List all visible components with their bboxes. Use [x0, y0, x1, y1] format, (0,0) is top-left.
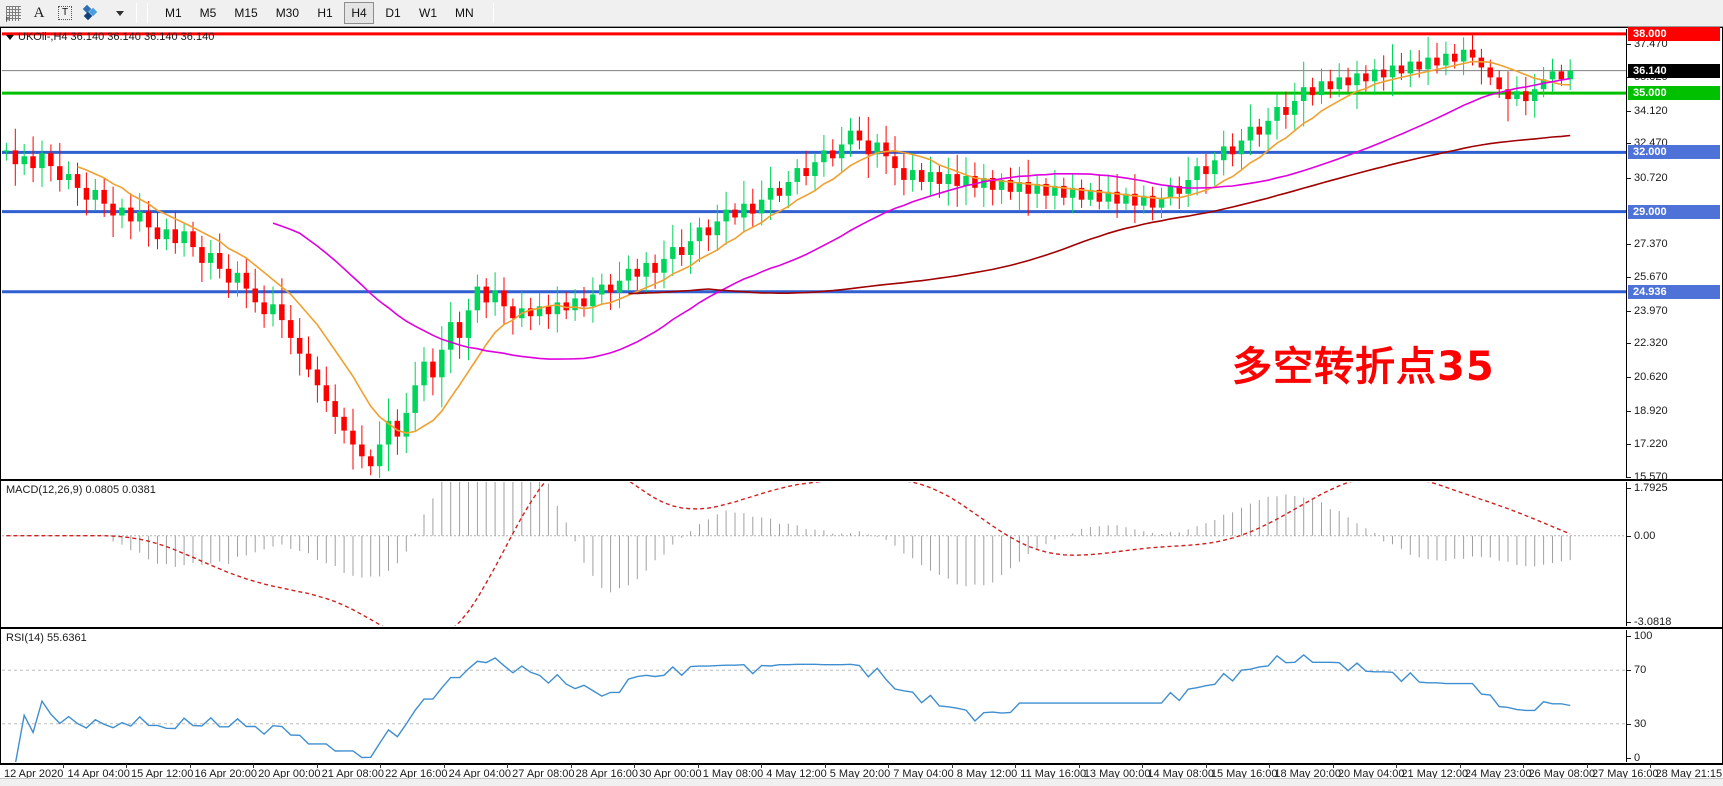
price-tick: 18.920	[1627, 405, 1668, 417]
rsi-tick: 30	[1627, 718, 1646, 730]
time-tick: 20 May 04:00	[1332, 764, 1405, 780]
price-tick: 20.620	[1627, 371, 1668, 383]
toolbar-separator-2	[492, 3, 494, 23]
time-tick: 24 May 23:00	[1459, 764, 1532, 780]
price-tick: 22.320	[1627, 337, 1668, 349]
price-badge-32-000[interactable]: 32.000	[1628, 145, 1720, 160]
price-tick: 23.970	[1627, 305, 1668, 317]
timeframe-button-m15[interactable]: M15	[234, 6, 258, 20]
time-tick: 11 May 16:00	[1015, 764, 1087, 780]
time-tick: 14 Apr 04:00	[62, 764, 130, 780]
price-tick: 30.720	[1627, 172, 1668, 184]
time-tick: 16 Apr 20:00	[189, 764, 257, 780]
time-tick: 27 Apr 08:00	[507, 764, 575, 780]
timeframe-button-mn[interactable]: MN	[455, 6, 474, 20]
chart-dropdown-caret-icon[interactable]	[6, 34, 14, 40]
timeframe-group: M1 M5 M15 M30 H1 H4 D1 W1 MN	[156, 2, 483, 24]
price-badge-36-140[interactable]: 36.140	[1628, 63, 1720, 78]
macd-tick: 0.00	[1627, 530, 1655, 542]
time-tick: 26 May 08:00	[1523, 764, 1596, 780]
chart-annotation-text: 多空转折点35	[1232, 344, 1495, 390]
price-badge-24-936[interactable]: 24.936	[1628, 284, 1720, 299]
price-tick: 25.670	[1627, 271, 1668, 283]
time-tick: 15 Apr 12:00	[125, 764, 194, 780]
objects-dropdown-caret-icon[interactable]	[106, 1, 130, 25]
time-tick: 24 Apr 04:00	[443, 764, 512, 780]
macd-axis[interactable]: 1.7925 0.00 -3.0818	[1626, 482, 1721, 628]
time-tick: 12 Apr 2020	[4, 768, 64, 780]
toolbar-separator	[136, 3, 137, 23]
macd-indicator-label: MACD(12,26,9) 0.0805 0.0381	[6, 484, 156, 496]
rsi-tick: 70	[1627, 664, 1646, 676]
objects-tool-icon[interactable]	[79, 1, 104, 25]
time-tick: 28 May 21:15	[1650, 764, 1723, 780]
symbol-ohlc-text: UKOil-,H4 36.140 36.140 36.140 36.140	[18, 31, 215, 43]
time-tick: 22 Apr 16:00	[380, 764, 448, 780]
rsi-axis[interactable]: 100 70 30 0	[1626, 630, 1721, 764]
price-badge-38-000[interactable]: 38.000	[1628, 26, 1720, 41]
price-tick: 17.220	[1627, 438, 1668, 450]
time-tick: 18 May 20:00	[1269, 764, 1342, 780]
timeframe-button-m5[interactable]: M5	[199, 6, 217, 20]
toolbar-drag-handle[interactable]	[147, 3, 148, 23]
time-tick: 7 May 04:00	[888, 764, 954, 780]
text-label-tool-icon[interactable]: T	[53, 1, 77, 25]
time-tick: 27 May 16:00	[1586, 764, 1659, 780]
status-bar	[0, 778, 1723, 786]
price-pane[interactable]: 37.47035.82034.12032.47030.72027.37025.6…	[0, 26, 1723, 483]
time-tick: 21 May 12:00	[1396, 764, 1469, 780]
macd-plot-area[interactable]	[2, 482, 1626, 626]
timeframe-button-w1[interactable]: W1	[419, 6, 438, 20]
price-tick: 37.470	[1627, 38, 1668, 50]
rsi-pane[interactable]: 100 70 30 0	[0, 628, 1723, 764]
time-tick: 8 May 12:00	[951, 764, 1018, 780]
time-tick: 5 May 20:00	[824, 764, 891, 780]
timeframe-button-m1[interactable]: M1	[165, 6, 182, 20]
price-tick: 34.120	[1627, 105, 1668, 117]
macd-tick: 1.7925	[1627, 482, 1668, 494]
price-badge-35-000[interactable]: 35.000	[1628, 86, 1720, 101]
time-tick: 21 Apr 08:00	[316, 764, 384, 780]
time-tick: 15 May 16:00	[1205, 764, 1278, 780]
time-tick: 28 Apr 16:00	[570, 764, 639, 780]
timeframe-button-h1[interactable]: H1	[317, 6, 333, 20]
rsi-tick: 100	[1627, 630, 1652, 642]
time-tick: 30 Apr 00:00	[634, 764, 702, 780]
crosshair-f-icon[interactable]: F	[1, 1, 25, 25]
timeframe-button-h4[interactable]: H4	[344, 2, 375, 24]
time-tick: 13 May 00:00	[1078, 764, 1151, 780]
price-tick: 27.370	[1627, 238, 1668, 250]
timeframe-button-m30[interactable]: M30	[275, 6, 300, 20]
toolbar: F A T M1 M5 M15 M30 H1 H4 D1 W1 MN	[0, 0, 1723, 27]
price-badge-29-000[interactable]: 29.000	[1628, 204, 1720, 219]
timeframe-button-d1[interactable]: D1	[385, 6, 401, 20]
time-tick: 20 Apr 00:00	[253, 764, 321, 780]
price-tick: 15.570	[1627, 471, 1668, 483]
time-tick: 4 May 12:00	[761, 764, 827, 780]
text-tool-icon[interactable]: A	[33, 4, 45, 21]
rsi-indicator-label: RSI(14) 55.6361	[6, 632, 87, 644]
macd-pane[interactable]: 1.7925 0.00 -3.0818	[0, 480, 1723, 628]
rsi-tick: 0	[1627, 752, 1640, 764]
price-axis[interactable]: 37.47035.82034.12032.47030.72027.37025.6…	[1626, 26, 1721, 483]
macd-tick: -3.0818	[1627, 616, 1671, 628]
time-tick: 1 May 08:00	[697, 764, 764, 780]
symbol-info-label: UKOil-,H4 36.140 36.140 36.140 36.140	[6, 31, 214, 43]
time-tick: 14 May 08:00	[1142, 764, 1214, 780]
price-plot-area[interactable]	[2, 29, 1626, 478]
rsi-plot-area[interactable]	[2, 630, 1626, 762]
